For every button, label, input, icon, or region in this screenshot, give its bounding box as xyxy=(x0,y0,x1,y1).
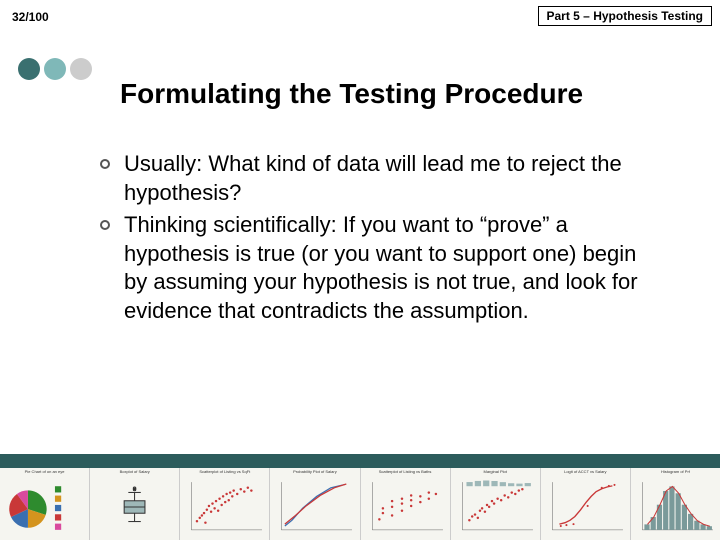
bullet-text: Thinking scientifically: If you want to … xyxy=(124,211,660,325)
thumbnail: Pie Chart of on an eye xyxy=(0,468,90,540)
part-label: Part 5 – Hypothesis Testing xyxy=(538,6,713,26)
thumbnail-chart xyxy=(93,477,176,537)
thumbnail-title: Logit of ACCT vs Salary xyxy=(543,469,628,474)
thumbnail-chart xyxy=(634,477,717,537)
thumbnail: Scatterplot of Listing vs SqFt xyxy=(180,468,270,540)
thumbnail-strip: Pie Chart of on an eye Boxplot of Salary S… xyxy=(0,468,720,540)
thumbnail: Probability Plot of Salary xyxy=(270,468,360,540)
thumbnail-title: Pie Chart of on an eye xyxy=(2,469,87,474)
thumbnail: Histogram of Prf xyxy=(631,468,720,540)
thumbnail-chart xyxy=(183,477,266,537)
thumbnail-chart xyxy=(544,477,627,537)
thumbnail: Marginal Plot xyxy=(451,468,541,540)
slide-content: Usually: What kind of data will lead me … xyxy=(100,150,660,330)
bullet-marker-icon xyxy=(100,220,110,230)
thumbnail: Logit of ACCT vs Salary xyxy=(541,468,631,540)
thumbnail-title: Scatterplot of Listing vs SqFt xyxy=(182,469,267,474)
dot-3 xyxy=(70,58,92,80)
thumbnail-chart xyxy=(364,477,447,537)
slide-title: Formulating the Testing Procedure xyxy=(120,78,583,110)
footer-bar xyxy=(0,454,720,468)
decorative-dots xyxy=(18,58,92,80)
thumbnail-title: Boxplot of Salary xyxy=(92,469,177,474)
thumbnail: Boxplot of Salary xyxy=(90,468,180,540)
bullet-text: Usually: What kind of data will lead me … xyxy=(124,150,660,207)
bullet-item: Thinking scientifically: If you want to … xyxy=(100,211,660,325)
bullet-marker-icon xyxy=(100,159,110,169)
thumbnail-title: Marginal Plot xyxy=(453,469,538,474)
dot-2 xyxy=(44,58,66,80)
thumbnail-chart xyxy=(454,477,537,537)
page-number: 32/100 xyxy=(12,10,49,24)
thumbnail-title: Histogram of Prf xyxy=(633,469,718,474)
thumbnail-chart xyxy=(3,477,86,537)
dot-1 xyxy=(18,58,40,80)
bullet-item: Usually: What kind of data will lead me … xyxy=(100,150,660,207)
thumbnail: Scatterplot of Listing vs Baths xyxy=(361,468,451,540)
thumbnail-chart xyxy=(273,477,356,537)
thumbnail-title: Scatterplot of Listing vs Baths xyxy=(363,469,448,474)
thumbnail-title: Probability Plot of Salary xyxy=(272,469,357,474)
